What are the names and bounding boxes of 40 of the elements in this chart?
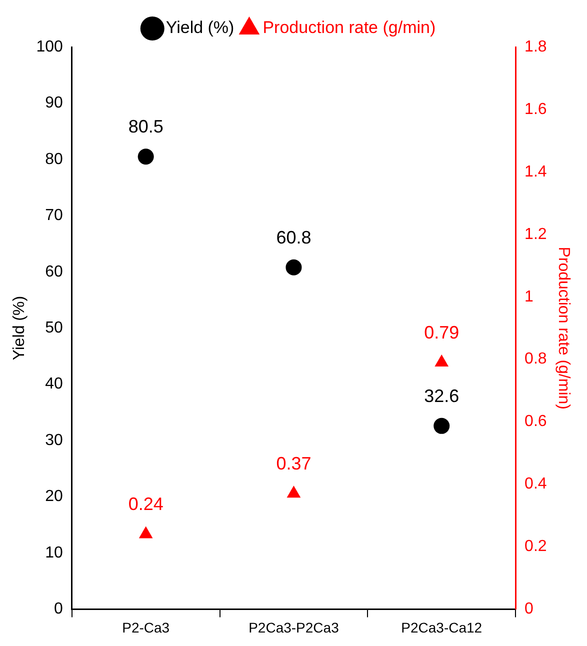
y2-tick-label: 1.4 — [524, 163, 547, 180]
point — [286, 486, 301, 498]
point — [434, 354, 449, 366]
legend-label: Production rate (g/min) — [262, 18, 436, 38]
y-tick-label: 10 — [45, 544, 63, 562]
y2-tick-label: 1.6 — [524, 100, 547, 118]
y-tick-label: 50 — [45, 320, 63, 337]
y-tick-label: 90 — [45, 94, 63, 112]
y-tick-label: 60 — [45, 263, 63, 280]
y2-tick-label: 0.6 — [524, 413, 547, 430]
y2-axis-title: Production rate (g/min) — [554, 246, 572, 410]
point — [286, 259, 302, 276]
y2-tick-label: 0 — [524, 600, 534, 618]
y-axis-title: Yield (%) — [11, 296, 28, 360]
y-tick-label: 0 — [54, 600, 63, 618]
x-tick-label: P2-Ca3 — [122, 619, 170, 636]
y-tick-label: 100 — [36, 38, 63, 56]
data-label: 0.24 — [128, 494, 164, 514]
point — [138, 148, 154, 165]
x-tick-label: P2Ca3-P2Ca3 — [248, 619, 340, 636]
data-label: 0.37 — [276, 454, 312, 474]
data-label: 0.79 — [424, 322, 460, 342]
x-tick-label: P2Ca3-Ca12 — [401, 619, 482, 636]
legend-label: Yield (%) — [166, 18, 234, 38]
point — [434, 418, 450, 434]
data-label: 80.5 — [128, 116, 164, 137]
y-tick-label: 40 — [45, 376, 63, 393]
y2-tick-label: 1.2 — [524, 226, 547, 243]
point — [138, 526, 153, 538]
y2-tick-label: 0.4 — [524, 476, 547, 493]
y2-tick-label: 1.8 — [524, 38, 547, 56]
y2-tick-label: 0.2 — [524, 538, 547, 556]
data-label: 32.6 — [424, 386, 460, 406]
y-tick-label: 30 — [45, 432, 63, 449]
y-tick-label: 80 — [45, 150, 63, 168]
y-tick-label: 20 — [45, 488, 63, 506]
data-label: 60.8 — [276, 227, 312, 248]
y2-tick-label: 1 — [524, 288, 534, 306]
y-tick-label: 70 — [45, 207, 63, 224]
y2-tick-label: 0.8 — [524, 350, 547, 368]
